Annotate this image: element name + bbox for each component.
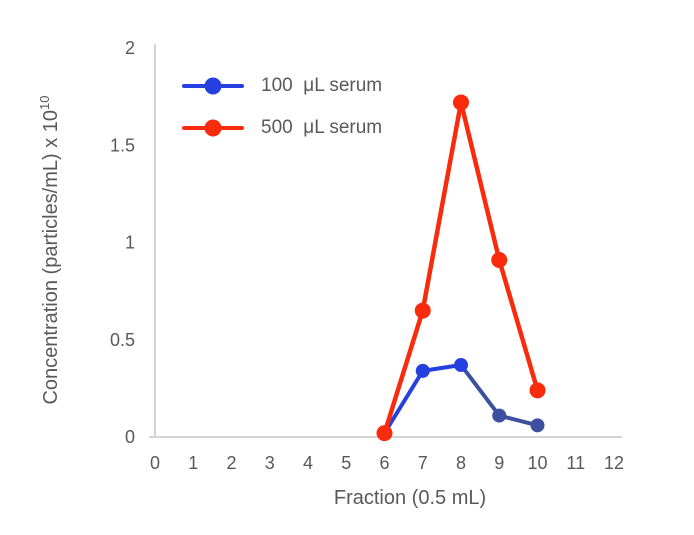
legend-dot-blue <box>204 77 222 95</box>
data-point-marker-0 <box>492 408 507 423</box>
series-line-segment-1 <box>497 257 540 393</box>
data-point-marker-1 <box>453 94 469 111</box>
x-tick-label: 6 <box>379 453 389 473</box>
legend-dot-red <box>204 119 222 137</box>
y-tick-label: 2 <box>125 38 135 58</box>
y-tick-label: 0.5 <box>110 330 135 350</box>
series-line-segment-0 <box>459 363 502 418</box>
x-tick-label: 7 <box>418 453 428 473</box>
legend: 100 μL serum 500 μL serum <box>182 74 382 140</box>
data-point-marker-0 <box>530 418 545 433</box>
series-line-segment-1 <box>420 100 464 313</box>
x-tick-label: 2 <box>226 453 236 473</box>
data-point-marker-1 <box>414 302 431 319</box>
series-line-segment-1 <box>458 100 502 263</box>
legend-label-500ul-serum: 500 μL serum <box>261 117 383 138</box>
y-axis-title-text: Concentration (particles/mL) x 10 <box>39 109 62 405</box>
y-axis-title-exponent: 10 <box>37 95 53 110</box>
data-point-marker-1 <box>529 382 546 399</box>
x-tick-label: 8 <box>456 453 466 473</box>
x-tick-label: 0 <box>150 453 160 473</box>
x-tick-label: 1 <box>188 453 198 473</box>
legend-item-100ul-serum: 100 μL serum <box>182 74 382 98</box>
series-line-segment-0 <box>382 368 425 436</box>
data-point-marker-1 <box>376 425 393 442</box>
data-point-marker-0 <box>454 358 468 373</box>
series-line-segment-1 <box>382 308 425 436</box>
x-tick-label: 9 <box>494 453 504 473</box>
x-tick-label: 11 <box>566 453 585 473</box>
legend-line-marker-blue <box>182 77 244 95</box>
x-tick-label: 5 <box>341 453 351 473</box>
x-tick-label: 3 <box>265 453 275 473</box>
y-tick-label: 1 <box>125 233 135 253</box>
x-tick-label: 10 <box>527 453 547 473</box>
x-tick-label: 4 <box>303 453 313 473</box>
data-point-marker-1 <box>491 252 508 269</box>
x-tick-label: 12 <box>604 453 624 473</box>
legend-label-100ul-serum: 100 μL serum <box>261 75 383 96</box>
y-tick-label: 1.5 <box>110 135 135 155</box>
data-point-marker-0 <box>415 363 430 378</box>
y-tick-label: 0 <box>125 427 135 447</box>
legend-item-500ul-serum: 500 μL serum <box>182 116 382 140</box>
legend-line-marker-red <box>182 119 244 137</box>
x-axis-title: Fraction (0.5 mL) <box>333 487 487 509</box>
y-axis-title: Concentration (particles/mL) x 1010 <box>37 95 63 404</box>
